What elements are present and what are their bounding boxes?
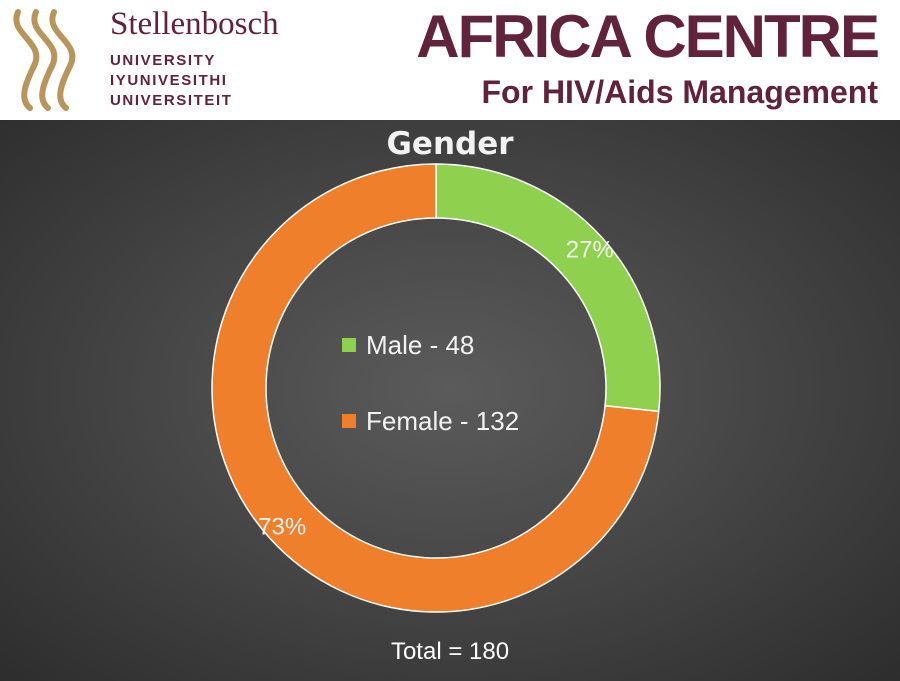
- legend-item-male: Male - 48: [342, 330, 519, 360]
- centre-title: AFRICA CENTRE: [416, 3, 880, 70]
- data-label-0: 27%: [566, 236, 614, 263]
- legend-swatch-male: [342, 338, 356, 352]
- university-line-xhosa: IYUNIVESITHI: [110, 72, 228, 89]
- total-label: Total = 180: [390, 638, 510, 665]
- legend-item-female: Female - 132: [342, 406, 519, 436]
- legend-swatch-female: [342, 414, 356, 428]
- donut-slice-1: [211, 163, 660, 613]
- university-line-afrikaans: UNIVERSITEIT: [110, 92, 233, 109]
- legend-label-female: Female - 132: [366, 405, 520, 436]
- header: Stellenbosch UNIVERSITY IYUNIVESITHI UNI…: [0, 0, 900, 120]
- chart-area: 27% 73% Gender Male - 48 Female - 132 Tot…: [0, 120, 900, 681]
- legend-label-male: Male - 48: [366, 329, 475, 360]
- university-line-english: UNIVERSITY: [110, 52, 217, 69]
- chart-legend: Male - 48 Female - 132: [342, 330, 519, 482]
- data-label-1: 73%: [258, 514, 306, 541]
- donut-chart: 27% 73%: [211, 163, 661, 613]
- chart-title: Gender: [386, 126, 514, 162]
- centre-subtitle: For HIV/Aids Management: [481, 74, 879, 110]
- university-name: Stellenbosch: [110, 6, 279, 42]
- stellenbosch-logo-icon: [13, 9, 76, 111]
